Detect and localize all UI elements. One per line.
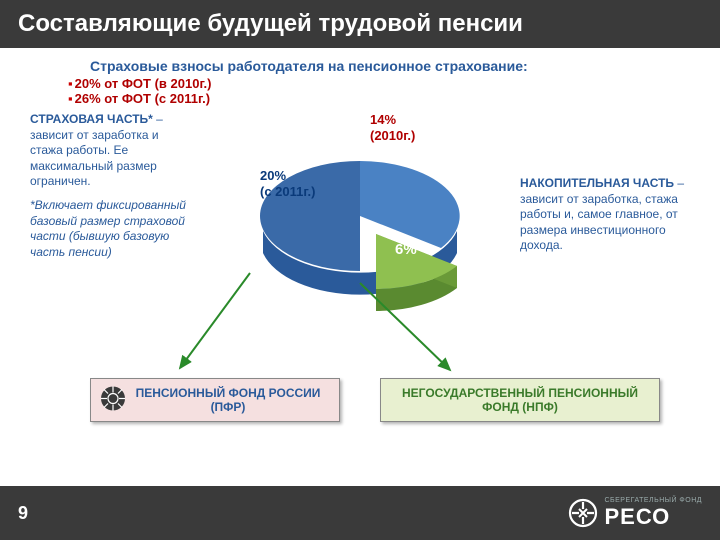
content-area: Страховые взносы работодателя на пенсион… — [0, 48, 720, 468]
pfr-icon — [99, 385, 127, 416]
npf-box: НЕГОСУДАРСТВЕННЫЙ ПЕНСИОННЫЙ ФОНД (НПФ) — [380, 378, 660, 422]
arrow-left — [150, 268, 270, 378]
left-caption: СТРАХОВАЯ ЧАСТЬ* – зависит от заработка … — [30, 112, 190, 260]
arrow-right — [340, 278, 480, 378]
npf-label: НЕГОСУДАРСТВЕННЫЙ ПЕНСИОННЫЙ ФОНД (НПФ) — [391, 386, 649, 414]
slice-label-6: 6% — [395, 241, 417, 259]
brand-subtitle: СБЕРЕГАТЕЛЬНЫЙ ФОНД — [604, 497, 702, 504]
pfr-box: ПЕНСИОННЫЙ ФОНД РОССИИ (ПФР) — [90, 378, 340, 422]
slice-label-20: 20% (с 2011г.) — [260, 168, 315, 199]
slice-label-14: 14% (2010г.) — [370, 112, 415, 143]
page-number: 9 — [18, 503, 28, 524]
brand-name: РЕСО — [604, 504, 702, 530]
slide-title: Составляющие будущей трудовой пенсии — [0, 0, 720, 48]
left-footnote: *Включает фиксированный базовый размер с… — [30, 198, 190, 260]
intro-text: Страховые взносы работодателя на пенсион… — [90, 58, 690, 74]
footer-bar: 9 СБЕРЕГАТЕЛЬНЫЙ ФОНД РЕСО — [0, 486, 720, 540]
bullet-list: ▪20% от ФОТ (в 2010г.) ▪26% от ФОТ (с 20… — [68, 76, 690, 106]
fund-boxes: ПЕНСИОННЫЙ ФОНД РОССИИ (ПФР) НЕГОСУДАРСТ… — [30, 378, 690, 448]
right-caption: НАКОПИТЕЛЬНАЯ ЧАСТЬ – зависит от заработ… — [520, 176, 700, 254]
left-heading: СТРАХОВАЯ ЧАСТЬ* — [30, 112, 153, 126]
brand-logo: СБЕРЕГАТЕЛЬНЫЙ ФОНД РЕСО — [568, 497, 702, 530]
bullet-item: ▪26% от ФОТ (с 2011г.) — [68, 91, 690, 106]
pfr-label: ПЕНСИОННЫЙ ФОНД РОССИИ (ПФР) — [127, 386, 329, 414]
logo-icon — [568, 498, 598, 528]
bullet-item: ▪20% от ФОТ (в 2010г.) — [68, 76, 690, 91]
slide: Составляющие будущей трудовой пенсии Стр… — [0, 0, 720, 540]
right-heading: НАКОПИТЕЛЬНАЯ ЧАСТЬ — [520, 176, 674, 190]
